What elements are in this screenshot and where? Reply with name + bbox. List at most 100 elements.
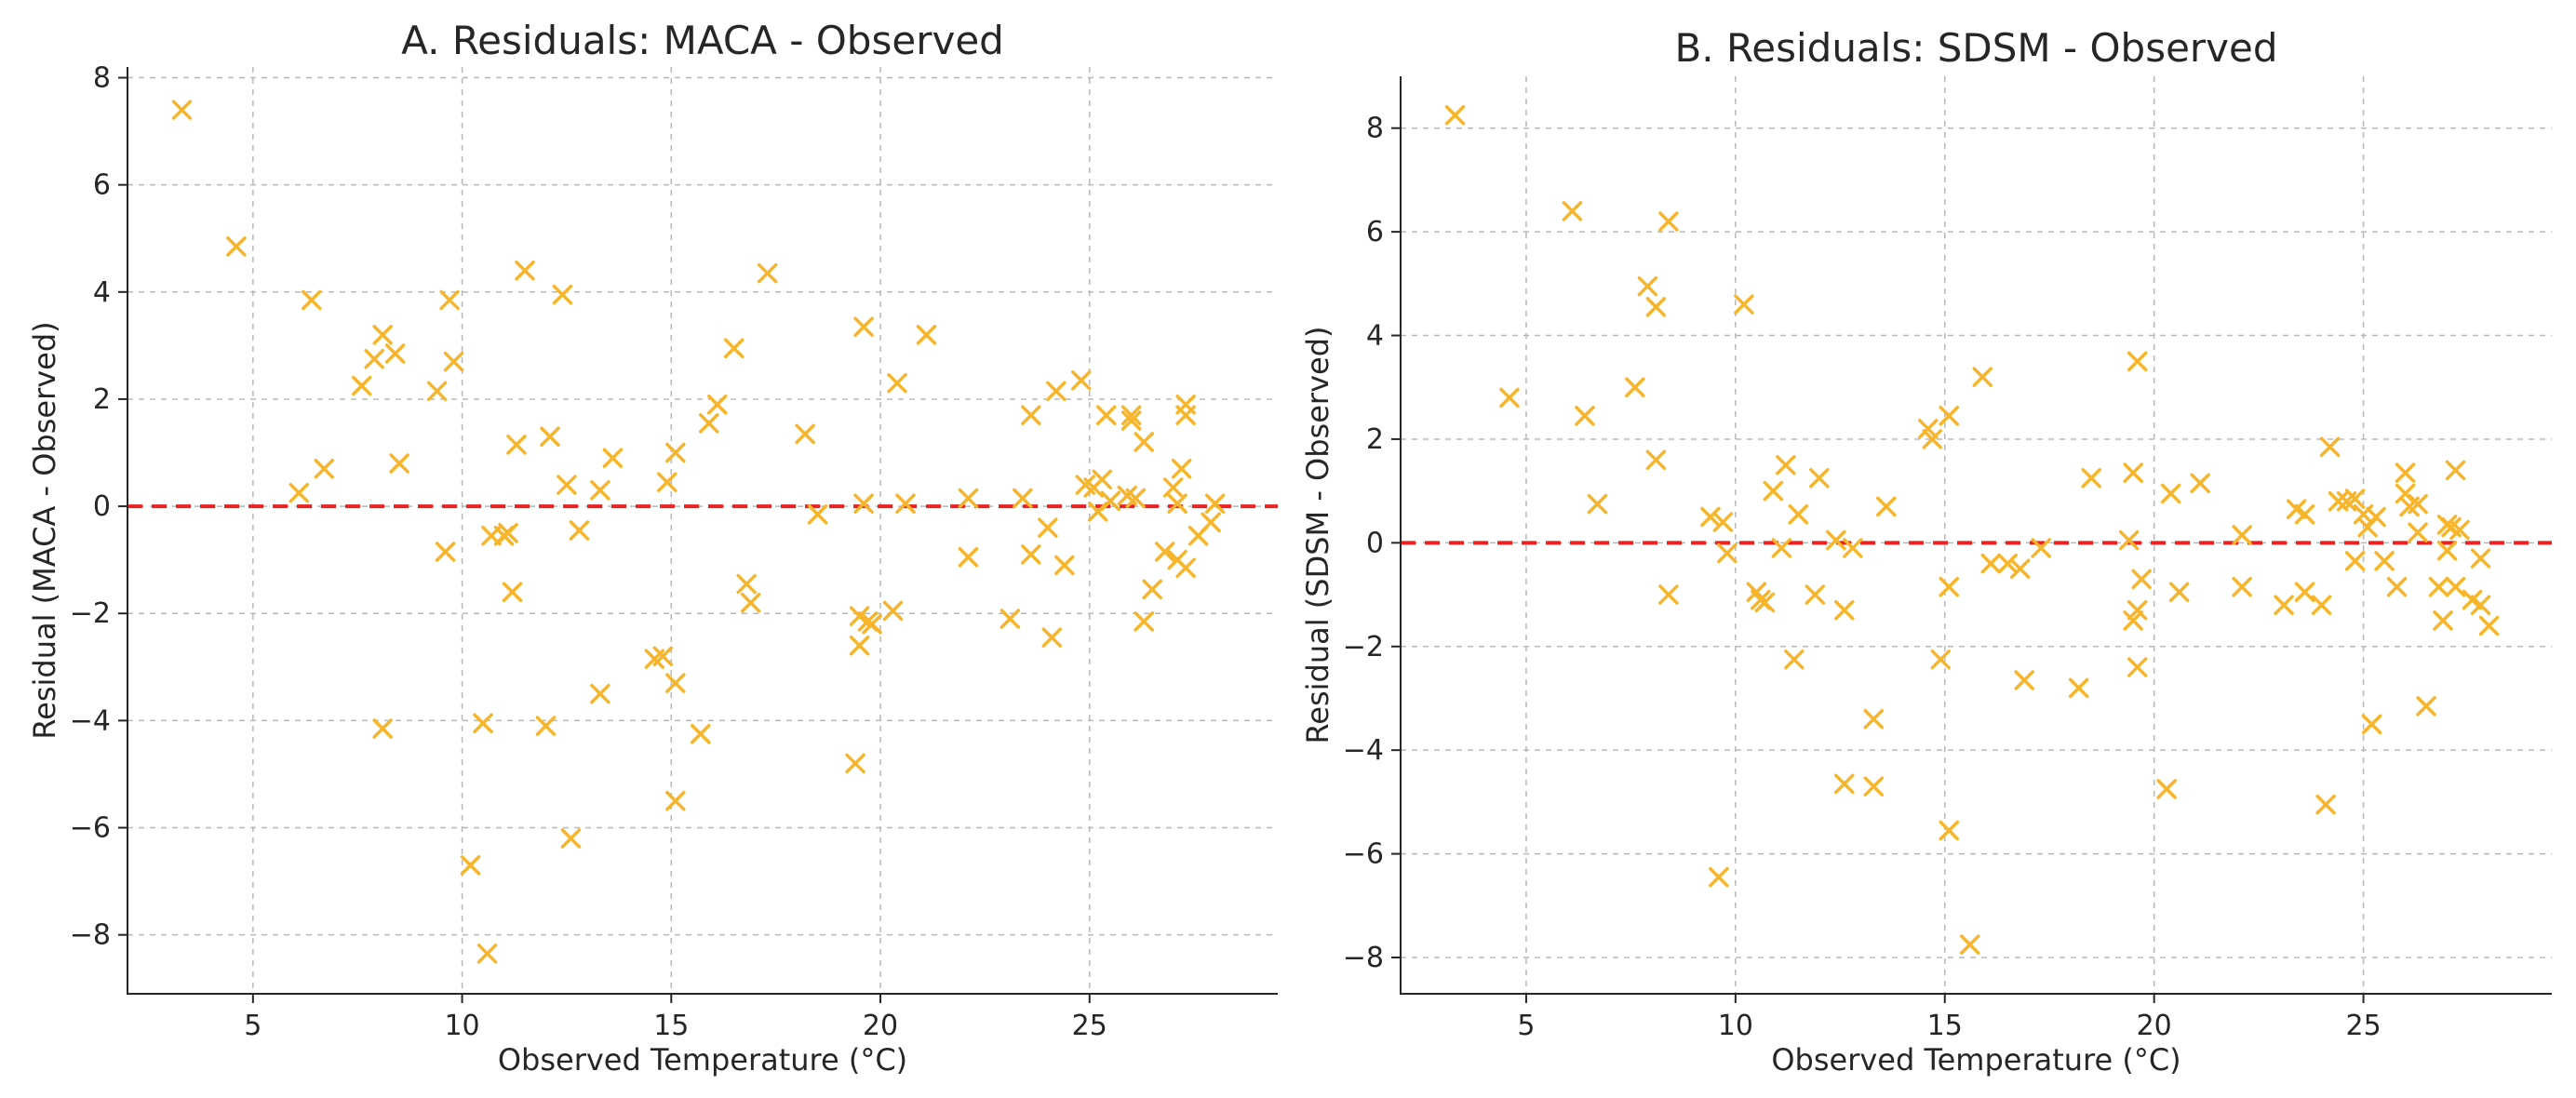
- panel-a-point-25: [540, 426, 560, 447]
- panel-b-y-tick-label-4: 0: [1366, 527, 1384, 559]
- panel-b-point-31: [1863, 776, 1885, 797]
- panel-b-point-56: [2160, 483, 2181, 504]
- panel-a-point-9: [384, 343, 406, 364]
- panel-b-point-41: [1980, 553, 2001, 574]
- panel-b-point-52: [2127, 657, 2148, 677]
- panel-b-point-2: [1562, 201, 1583, 221]
- panel-a-x-tick-label-2: 15: [653, 1010, 689, 1042]
- panel-b-sdsm-residuals: 5 10 15 20 25 −8 −6 −4 −2 0 2 4 6 8 B. Residuals: SDSM…: [1300, 25, 2552, 1078]
- panel-b-point-75: [2366, 506, 2386, 528]
- panel-b-point-12: [1709, 866, 1729, 888]
- panel-b-point-9: [1658, 211, 1679, 232]
- panel-a-point-34: [652, 646, 674, 667]
- panel-a-title: A. Residuals: MACA - Observed: [401, 18, 1004, 63]
- panel-a-point-58: [916, 325, 937, 345]
- panel-b-point-95: [2478, 615, 2500, 636]
- panel-a-point-10: [389, 453, 409, 474]
- panel-b-point-46: [2068, 677, 2089, 699]
- panel-b-point-50: [2123, 610, 2143, 631]
- panel-b-point-63: [2294, 503, 2315, 525]
- panel-b-point-90: [2445, 576, 2466, 597]
- panel-b-point-77: [2386, 576, 2408, 597]
- panel-b-point-15: [1734, 294, 1754, 315]
- panel-a-point-8: [372, 718, 393, 739]
- panel-b-point-30: [1863, 709, 1885, 730]
- panel-b-point-91: [2449, 519, 2470, 541]
- panel-b-point-8: [1645, 449, 1667, 470]
- panel-b-point-94: [2470, 595, 2491, 615]
- panel-a-point-45: [757, 262, 778, 284]
- panel-a-point-40: [698, 413, 719, 434]
- panel-a-point-56: [887, 372, 907, 394]
- panel-a-point-57: [895, 493, 916, 514]
- panel-a-point-54: [862, 614, 882, 635]
- panel-a-point-21: [502, 582, 523, 602]
- panel-b-point-66: [2315, 794, 2336, 815]
- panel-b-y-axis-label: Residual (SDSM - Observed): [1300, 327, 1335, 744]
- panel-b-point-32: [1876, 496, 1897, 517]
- panel-a-y-tick-label-1: −6: [70, 812, 111, 845]
- panel-b-point-43: [2009, 558, 2031, 579]
- panel-b-point-37: [1939, 576, 1960, 597]
- panel-b-point-21: [1776, 455, 1796, 475]
- panel-b-point-53: [2127, 600, 2148, 621]
- panel-a-point-28: [560, 828, 582, 849]
- panel-a-point-68: [1054, 555, 1075, 576]
- panel-a-point-79: [1125, 488, 1146, 509]
- panel-b-point-49: [2123, 462, 2143, 483]
- panel-a-point-1: [226, 236, 247, 257]
- panel-b-point-81: [2408, 522, 2428, 542]
- panel-b-y-tick-label-1: −6: [1343, 838, 1384, 871]
- panel-a-point-5: [351, 375, 372, 396]
- panel-a-point-74: [1095, 405, 1117, 425]
- panel-b-y-tick-label-3: −2: [1343, 631, 1384, 663]
- panel-a-point-55: [882, 600, 904, 622]
- panel-b-x-axis-label: Observed Temperature (°C): [1771, 1042, 2180, 1078]
- panel-b-y-tick-label-0: −8: [1343, 942, 1384, 974]
- panel-b-x-tick-label-1: 10: [1718, 1010, 1753, 1042]
- panel-a-y-tick-label-2: −4: [70, 704, 111, 737]
- panel-a-point-13: [439, 289, 460, 311]
- panel-b-point-62: [2286, 499, 2307, 519]
- panel-a-point-22: [506, 435, 527, 455]
- panel-a-point-73: [1092, 469, 1112, 490]
- panel-a-point-60: [958, 547, 979, 568]
- panel-a-y-tick-label-4: 0: [93, 490, 111, 523]
- panel-a-point-46: [795, 423, 815, 445]
- panel-b-point-5: [1625, 377, 1645, 397]
- panel-b-point-6: [1637, 275, 1658, 297]
- panel-a-point-14: [443, 351, 464, 372]
- panel-b-point-18: [1754, 592, 1776, 613]
- panel-b-point-85: [2433, 610, 2453, 631]
- panel-a-point-15: [460, 855, 481, 876]
- panel-a-point-67: [1046, 381, 1067, 402]
- panel-b-x-tick-label-4: 25: [2345, 1010, 2381, 1042]
- panel-a-maca-residuals: 5 10 15 20 25 −8 −6 −4 −2 0 2 4 6 8 A. Residuals: MACA…: [27, 18, 1278, 1078]
- panel-a-y-tick-label-5: 2: [93, 383, 111, 416]
- panel-a-point-17: [476, 944, 498, 964]
- panel-a-point-35: [657, 472, 678, 492]
- panel-a-point-69: [1071, 370, 1092, 391]
- panel-b-point-22: [1784, 649, 1805, 670]
- panel-b-point-36: [1939, 406, 1960, 426]
- panel-b-point-74: [2361, 714, 2382, 735]
- panel-b-point-3: [1575, 406, 1595, 426]
- panel-a-point-24: [535, 716, 557, 736]
- panel-b-point-42: [1997, 553, 2018, 574]
- panel-a-point-64: [1021, 544, 1041, 565]
- panel-a-point-2: [288, 482, 310, 503]
- panel-b-point-26: [1826, 529, 1846, 551]
- panel-b-point-84: [2428, 576, 2449, 597]
- panel-b-point-44: [2014, 670, 2034, 690]
- panel-b-x-tick-label-3: 20: [2137, 1010, 2172, 1042]
- panel-a-point-44: [740, 592, 761, 613]
- panel-b-y-tick-label-2: −4: [1343, 734, 1384, 767]
- panel-b-point-48: [2118, 529, 2140, 551]
- panel-a-point-83: [1154, 542, 1175, 562]
- panel-a-point-37: [665, 673, 686, 693]
- panel-b-point-61: [2274, 595, 2294, 615]
- panel-b-point-40: [1972, 367, 1992, 387]
- panel-a-point-50: [849, 636, 870, 656]
- panel-b-point-29: [1843, 538, 1863, 558]
